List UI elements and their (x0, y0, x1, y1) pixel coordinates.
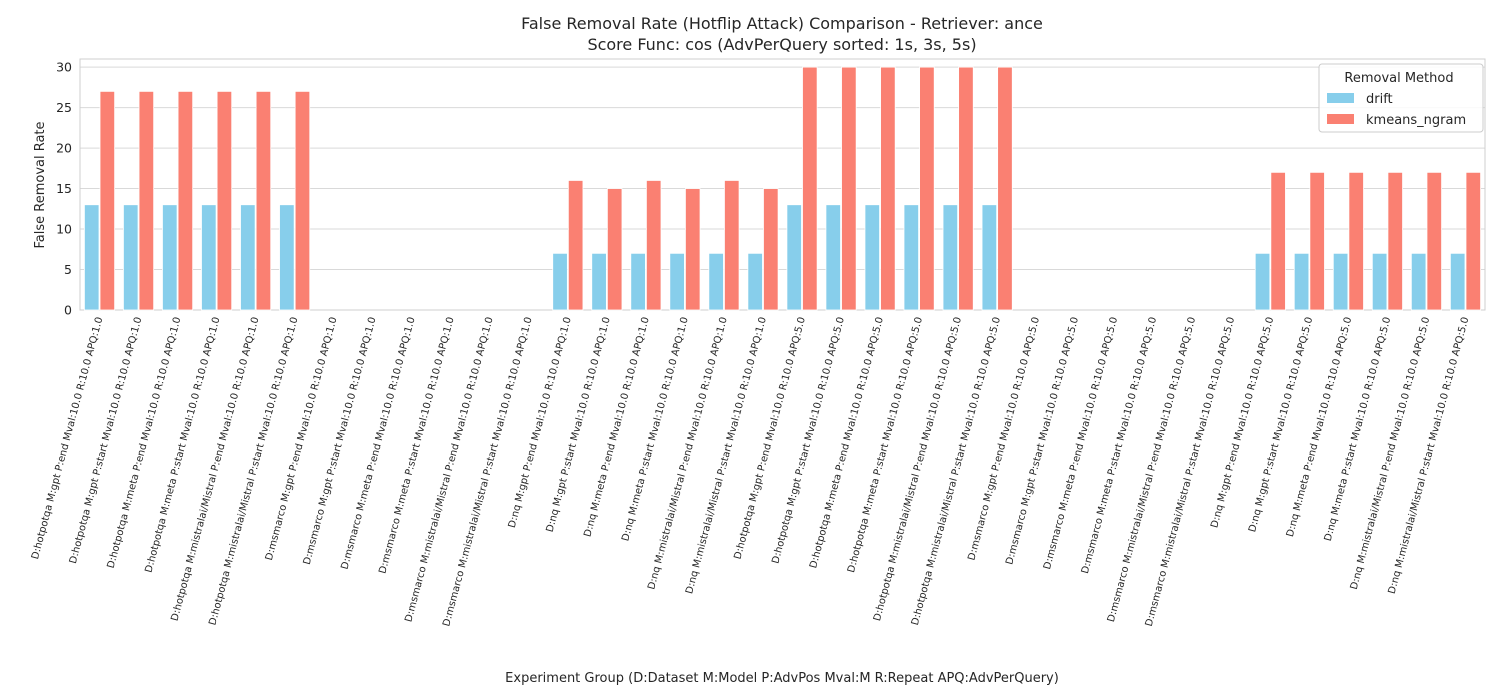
legend-label-drift: drift (1366, 92, 1393, 107)
plot-frame (79, 58, 1486, 311)
x-tick-label: D:nq M:mistralai/Mistral P:start Mval:10… (1387, 316, 1472, 595)
bar-drift (162, 204, 178, 311)
bar-drift (981, 204, 998, 311)
x-tick-label: D:hotpotqa M:meta P:start Mval:10.0 R:10… (143, 316, 222, 574)
x-tick-label: D:nq M:meta P:start Mval:10.0 R:10.0 APQ… (620, 316, 691, 543)
bar-kmeans-ngram (1426, 171, 1442, 311)
y-tick-label: 30 (56, 60, 72, 75)
bar-kmeans-ngram (880, 66, 896, 311)
bar-kmeans-ngram (1387, 171, 1403, 311)
bar-kmeans-ngram (1348, 171, 1364, 311)
bar-drift (84, 204, 100, 311)
bar-kmeans-ngram (294, 90, 311, 311)
x-tick-label: D:hotpotqa M:gpt P:start Mval:10.0 R:10.… (770, 316, 847, 565)
bar-kmeans-ngram (958, 66, 974, 311)
bar-kmeans-ngram (685, 188, 701, 311)
chart-title-line2: Score Func: cos (AdvPerQuery sorted: 1s,… (587, 35, 976, 54)
chart-title-line1: False Removal Rate (Hotflip Attack) Comp… (521, 14, 1043, 33)
x-tick-label: D:msmarco M:gpt P:end Mval:10.0 R:10.0 A… (966, 316, 1042, 562)
x-tick-labels: D:hotpotqa M:gpt P:end Mval:10.0 R:10.0 … (30, 316, 1471, 628)
bar-drift (1371, 252, 1388, 311)
legend-swatch-drift (1327, 93, 1354, 103)
bar-drift (591, 252, 607, 311)
gridlines (79, 58, 1486, 311)
bar-kmeans-ngram (1270, 171, 1286, 311)
y-tick-label: 25 (56, 100, 72, 115)
bar-drift (1254, 252, 1271, 311)
bar-kmeans-ngram (1465, 171, 1481, 311)
bar-kmeans-ngram (606, 188, 623, 311)
bar-kmeans-ngram (138, 90, 155, 311)
bar-drift (864, 204, 880, 311)
bar-drift (552, 252, 568, 311)
bar-kmeans-ngram (216, 90, 233, 311)
bar-kmeans-ngram (1309, 171, 1325, 311)
bar-drift (240, 204, 256, 311)
x-tick-label: D:hotpotqa M:meta P:end Mval:10.0 R:10.0… (808, 316, 886, 570)
x-tick-label: D:hotpotqa M:mistralai/Mistral P:end Mva… (170, 316, 262, 622)
legend-box (1318, 63, 1484, 133)
legend: Removal Method drift kmeans_ngram (1318, 63, 1484, 133)
legend-swatch-kmeans-ngram (1327, 114, 1354, 124)
y-tick-label: 5 (64, 262, 72, 277)
x-tick-label: D:msmarco M:meta P:start Mval:10.0 R:10.… (377, 316, 456, 575)
bar-kmeans-ngram (763, 188, 779, 311)
bar-kmeans-ngram (255, 90, 272, 311)
bar-kmeans-ngram (841, 66, 857, 311)
bar-drift (942, 204, 959, 311)
y-tick-label: 20 (56, 141, 72, 156)
x-tick-label: D:msmarco M:gpt P:start Mval:10.0 R:10.0… (1004, 316, 1081, 566)
bar-drift (708, 252, 724, 311)
x-tick-label: D:hotpotqa M:gpt P:end Mval:10.0 R:10.0 … (732, 316, 807, 561)
x-tick-label: D:nq M:mistralai/Mistral P:end Mval:10.0… (646, 316, 730, 591)
legend-title: Removal Method (1344, 71, 1453, 86)
y-tick-label: 0 (64, 303, 72, 318)
bars (84, 66, 1481, 311)
x-tick-label: D:nq M:mistralai/Mistral P:end Mval:10.0… (1349, 316, 1433, 591)
x-tick-label: D:msmarco M:mistralai/Mistral P:end Mval… (403, 316, 495, 624)
bar-drift (669, 252, 685, 311)
bar-drift (1449, 252, 1466, 311)
bar-drift (747, 252, 763, 311)
x-tick-label: D:nq M:mistralai/Mistral P:start Mval:10… (684, 316, 769, 595)
x-tick-label: D:msmarco M:meta P:end Mval:10.0 R:10.0 … (1042, 316, 1120, 571)
bar-kmeans-ngram (177, 90, 194, 311)
bar-drift (279, 204, 295, 311)
bar-kmeans-ngram (99, 90, 116, 311)
bar-drift (786, 204, 802, 311)
bar-drift (201, 204, 217, 311)
y-tick-labels: 0 5 10 15 20 25 30 (56, 60, 72, 318)
legend-label-kmeans-ngram: kmeans_ngram (1366, 113, 1466, 128)
bar-drift (1410, 252, 1427, 311)
bar-kmeans-ngram (919, 66, 935, 311)
bar-kmeans-ngram (567, 180, 584, 311)
y-tick-label: 10 (56, 222, 72, 237)
bar-drift (1332, 252, 1349, 311)
bar-kmeans-ngram (646, 180, 662, 311)
x-tick-label: D:hotpotqa M:mistralai/Mistral P:end Mva… (872, 316, 964, 622)
bar-kmeans-ngram (997, 66, 1013, 311)
x-tick-label: D:hotpotqa M:meta P:start Mval:10.0 R:10… (846, 316, 925, 574)
bar-drift (825, 204, 841, 311)
x-tick-label: D:hotpotqa M:meta P:end Mval:10.0 R:10.0… (106, 316, 184, 570)
x-tick-label: D:msmarco M:meta P:start Mval:10.0 R:10.… (1080, 316, 1159, 575)
bar-kmeans-ngram (724, 180, 740, 311)
bar-kmeans-ngram (802, 66, 818, 311)
x-tick-label: D:hotpotqa M:gpt P:start Mval:10.0 R:10.… (68, 316, 145, 565)
x-tick-label: D:msmarco M:gpt P:end Mval:10.0 R:10.0 A… (264, 316, 340, 562)
bar-drift (630, 252, 646, 311)
bar-drift (1293, 252, 1310, 311)
x-tick-label: D:msmarco M:mistralai/Mistral P:end Mval… (1106, 316, 1198, 624)
x-tick-label: D:nq M:meta P:start Mval:10.0 R:10.0 APQ… (1323, 316, 1394, 543)
x-tick-label: D:msmarco M:gpt P:start Mval:10.0 R:10.0… (302, 316, 379, 566)
x-tick-label: D:hotpotqa M:gpt P:end Mval:10.0 R:10.0 … (30, 316, 105, 561)
y-axis-label: False Removal Rate (33, 121, 48, 248)
bar-drift (903, 204, 919, 311)
x-axis-label: Experiment Group (D:Dataset M:Model P:Ad… (505, 671, 1059, 686)
x-tick-label: D:msmarco M:meta P:end Mval:10.0 R:10.0 … (339, 316, 417, 571)
y-tick-label: 15 (56, 181, 72, 196)
bar-drift (123, 204, 139, 311)
